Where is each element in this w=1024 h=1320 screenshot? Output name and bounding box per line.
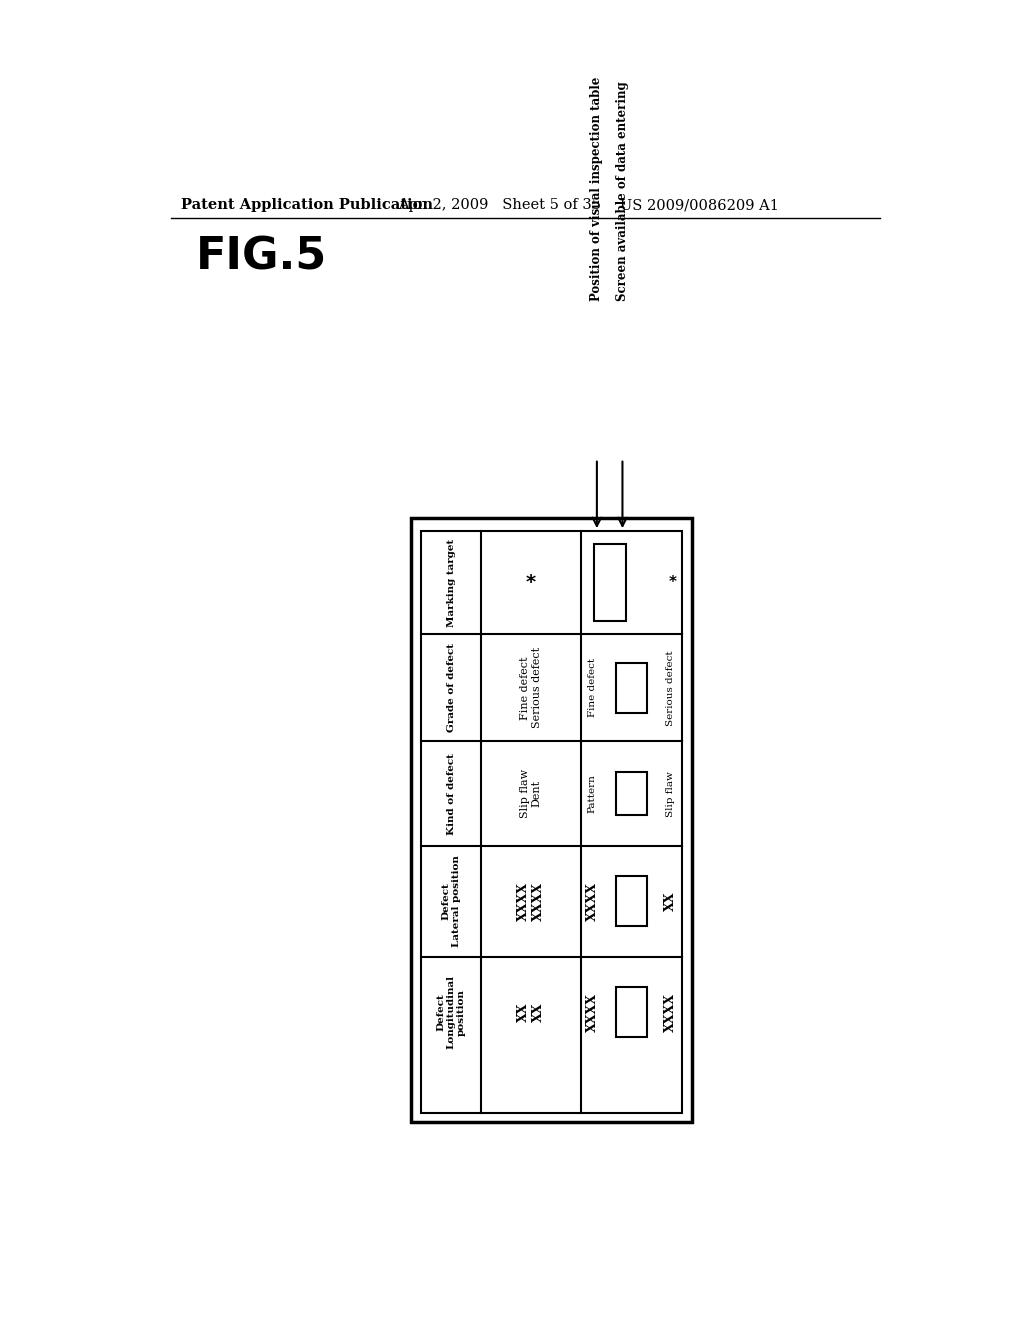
- Bar: [421, 531, 682, 1113]
- Bar: [594, 544, 627, 622]
- Text: Marking target: Marking target: [446, 539, 456, 627]
- Text: Kind of defect: Kind of defect: [446, 752, 456, 834]
- Text: XXXX: XXXX: [664, 993, 677, 1032]
- Text: Defect
Longitudinal
position: Defect Longitudinal position: [436, 975, 466, 1049]
- Bar: [411, 517, 692, 1122]
- Bar: [615, 876, 647, 927]
- Text: XXXX
XXXX: XXXX XXXX: [517, 882, 545, 921]
- Text: FIG.5: FIG.5: [197, 235, 328, 279]
- Text: Fine defect: Fine defect: [588, 659, 597, 717]
- Text: Pattern: Pattern: [588, 775, 597, 813]
- Text: US 2009/0086209 A1: US 2009/0086209 A1: [621, 198, 779, 213]
- Text: Patent Application Publication: Patent Application Publication: [180, 198, 433, 213]
- Text: Slip flaw: Slip flaw: [666, 771, 675, 817]
- Bar: [615, 987, 647, 1038]
- Bar: [615, 772, 647, 814]
- Text: Screen available of data entering: Screen available of data entering: [616, 81, 629, 301]
- Text: XXXX: XXXX: [586, 882, 599, 921]
- Text: Apr. 2, 2009   Sheet 5 of 35: Apr. 2, 2009 Sheet 5 of 35: [397, 198, 601, 213]
- Text: Position of visual inspection table: Position of visual inspection table: [591, 77, 603, 301]
- Bar: [615, 663, 647, 713]
- Text: XX
XX: XX XX: [517, 1003, 545, 1022]
- Text: *: *: [669, 576, 677, 590]
- Text: Defect
Lateral position: Defect Lateral position: [441, 855, 461, 948]
- Text: Grade of defect: Grade of defect: [446, 643, 456, 733]
- Text: Slip flaw
Dent: Slip flaw Dent: [520, 770, 542, 818]
- Text: XX: XX: [664, 892, 677, 911]
- Text: Fine defect
Serious defect: Fine defect Serious defect: [520, 647, 542, 729]
- Text: Serious defect: Serious defect: [666, 649, 675, 726]
- Text: *: *: [526, 573, 536, 593]
- Text: XXXX: XXXX: [586, 993, 599, 1032]
